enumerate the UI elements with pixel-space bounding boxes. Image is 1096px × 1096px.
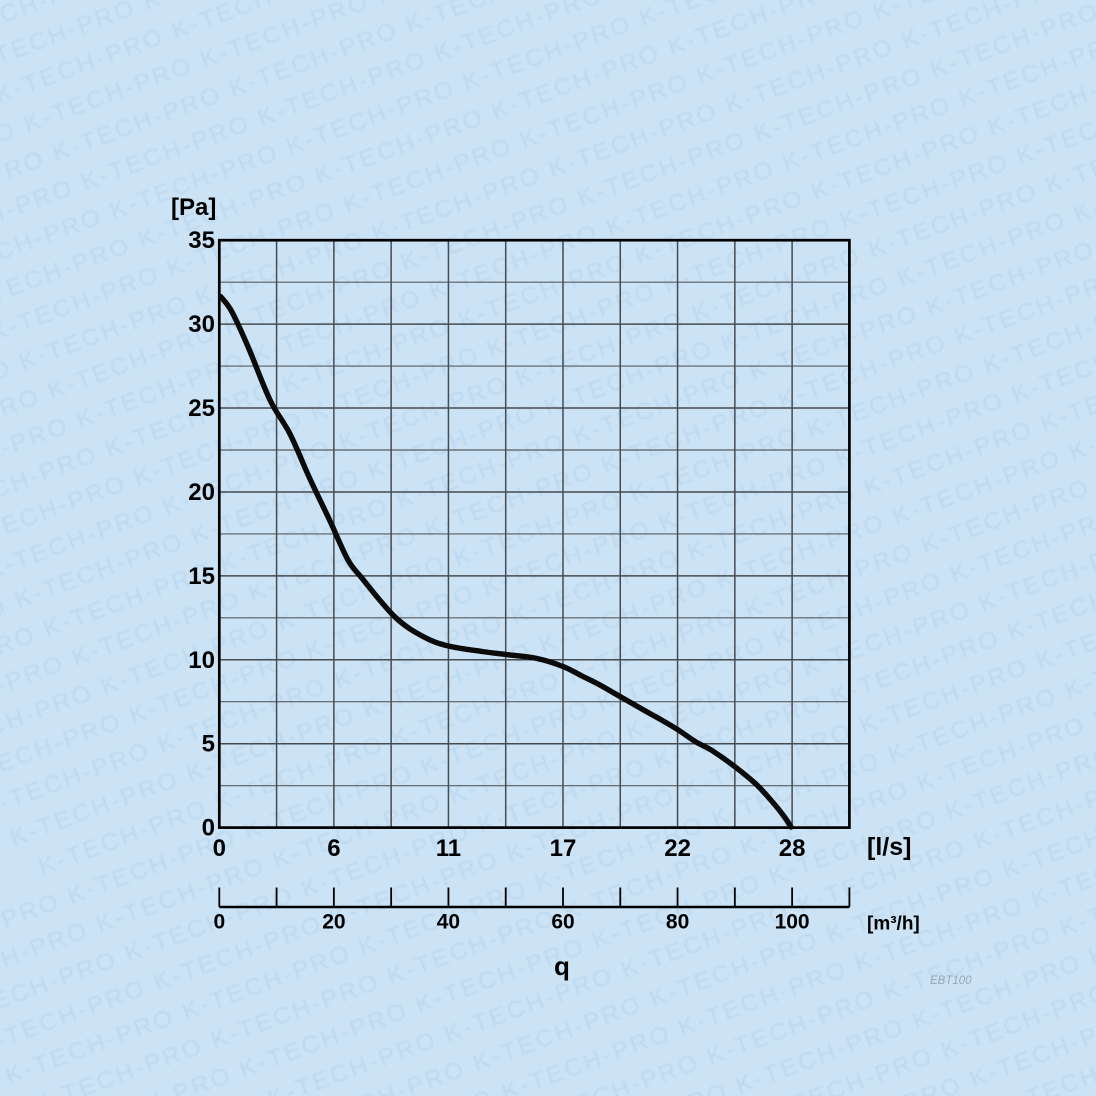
svg-text:EBT100: EBT100 [930, 975, 972, 987]
svg-text:0: 0 [213, 835, 226, 862]
svg-text:[Pa]: [Pa] [171, 194, 216, 221]
svg-text:20: 20 [188, 479, 215, 506]
svg-text:100: 100 [775, 911, 810, 934]
svg-text:q: q [554, 951, 570, 981]
svg-text:10: 10 [188, 647, 215, 674]
svg-text:22: 22 [664, 835, 691, 862]
svg-text:5: 5 [202, 731, 215, 758]
svg-text:17: 17 [550, 835, 577, 862]
svg-text:6: 6 [327, 835, 340, 862]
svg-text:25: 25 [188, 395, 215, 422]
svg-text:20: 20 [322, 911, 345, 934]
svg-text:15: 15 [188, 563, 215, 590]
svg-text:11: 11 [436, 835, 461, 862]
svg-text:30: 30 [188, 311, 215, 338]
svg-text:0: 0 [213, 911, 225, 934]
svg-text:80: 80 [666, 911, 689, 934]
svg-text:28: 28 [779, 835, 806, 862]
svg-text:40: 40 [437, 911, 460, 934]
svg-text:[m³/h]: [m³/h] [867, 914, 920, 935]
svg-text:60: 60 [551, 911, 574, 934]
svg-text:0: 0 [202, 815, 215, 842]
svg-text:35: 35 [188, 227, 215, 254]
svg-text:[l/s]: [l/s] [867, 833, 911, 861]
